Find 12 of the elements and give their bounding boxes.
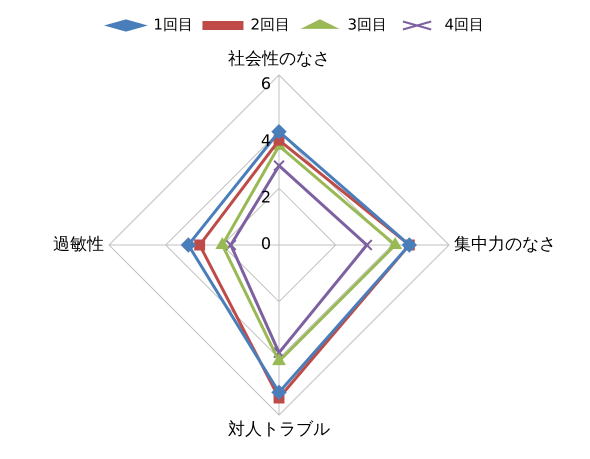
legend-label: 1回目 bbox=[153, 15, 193, 34]
spoke-label: 集中力のなさ bbox=[454, 234, 556, 254]
y-tick-label: 2 bbox=[260, 187, 271, 206]
legend-label: 3回目 bbox=[348, 15, 388, 34]
legend-label: 4回目 bbox=[444, 15, 484, 34]
spoke-label: 社会性のなさ bbox=[228, 49, 330, 70]
y-tick-label: 0 bbox=[260, 234, 271, 254]
y-tick-label: 6 bbox=[260, 74, 271, 94]
spoke-label: 対人トラブル bbox=[228, 420, 330, 440]
spoke-label: 過敏性 bbox=[53, 234, 104, 254]
y-tick-label: 4 bbox=[260, 130, 271, 150]
legend-label: 2回目 bbox=[250, 15, 290, 34]
